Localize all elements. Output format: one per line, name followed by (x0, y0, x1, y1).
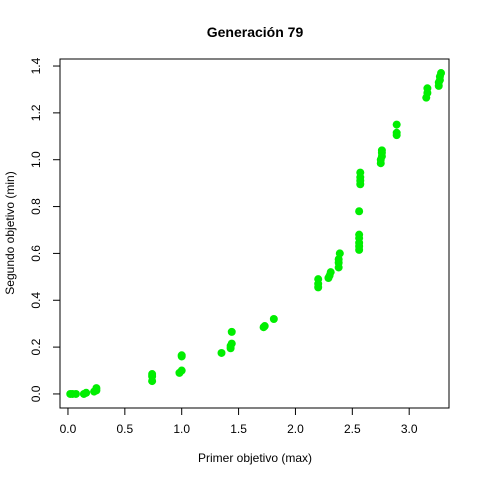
data-point (177, 366, 186, 375)
x-axis-label: Primer objetivo (max) (198, 451, 312, 465)
y-axis: 0.0 0.2 0.4 0.6 0.8 1.0 1.2 1.4 (29, 57, 61, 402)
data-point (314, 275, 323, 284)
data-point (355, 230, 364, 239)
x-tick-label: 2.5 (344, 422, 361, 436)
data-point (377, 146, 386, 155)
x-tick-label: 0.0 (60, 422, 77, 436)
y-tick-label: 0.2 (29, 338, 43, 355)
data-point (392, 120, 401, 129)
y-tick-label: 0.8 (29, 198, 43, 215)
data-point (355, 207, 364, 216)
x-tick-label: 0.5 (116, 422, 133, 436)
data-point (269, 314, 278, 323)
y-tick-label: 1.0 (29, 151, 43, 168)
data-point (356, 168, 365, 177)
y-axis-label: Segundo objetivo (min) (3, 171, 17, 294)
data-point (92, 384, 101, 393)
x-axis: 0.0 0.5 1.0 1.5 2.0 2.5 3.0 (60, 407, 418, 436)
data-point (177, 351, 186, 360)
data-point (227, 327, 236, 336)
x-tick-label: 3.0 (401, 422, 418, 436)
y-tick-label: 0.0 (29, 385, 43, 402)
chart-title: Generación 79 (207, 24, 304, 40)
data-point (392, 128, 401, 137)
y-tick-label: 0.4 (29, 292, 43, 309)
data-point (148, 370, 157, 379)
x-tick-label: 1.5 (230, 422, 247, 436)
x-tick-label: 1.0 (173, 422, 190, 436)
x-tick-label: 2.0 (287, 422, 304, 436)
data-point (71, 389, 80, 398)
data-point (335, 249, 344, 258)
data-point (82, 388, 91, 397)
data-point (326, 268, 335, 277)
data-point (437, 69, 446, 78)
y-tick-label: 0.6 (29, 245, 43, 262)
data-point (423, 84, 432, 93)
y-tick-label: 1.2 (29, 104, 43, 121)
data-point (260, 322, 269, 331)
data-points (66, 69, 446, 398)
data-point (227, 339, 236, 348)
data-point (217, 348, 226, 357)
y-tick-label: 1.4 (29, 57, 43, 74)
